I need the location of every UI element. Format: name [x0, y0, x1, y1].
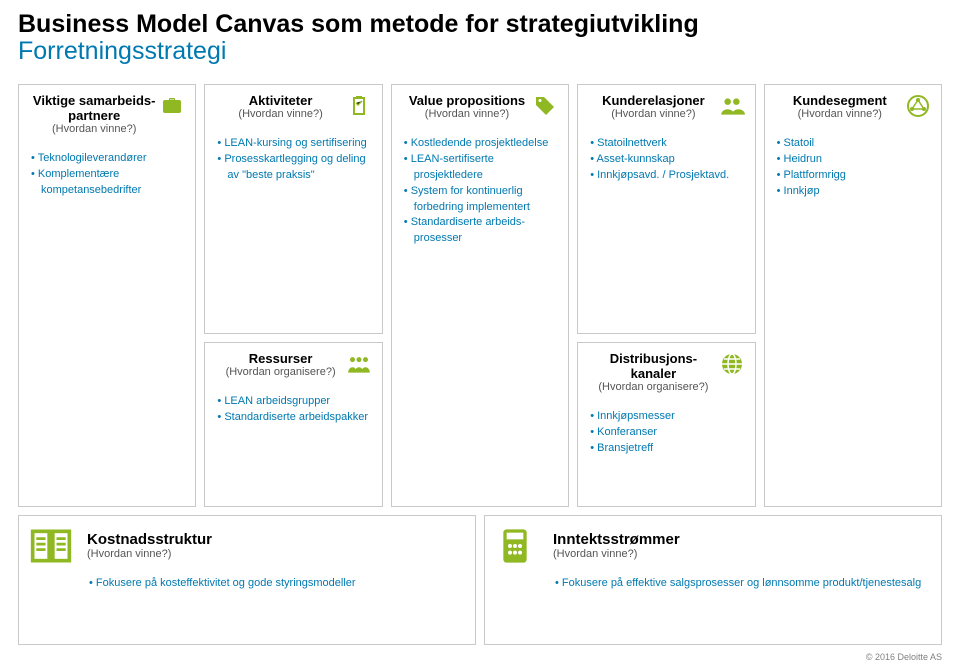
list-item: LEAN-kursing og sertifisering — [217, 136, 371, 152]
block-customer-segments: Kundesegment (Hvordan vinne?) Statoil He… — [764, 84, 942, 507]
block-bullets: Statoilnettverk Asset-kunnskap Innkjøpsa… — [588, 136, 744, 184]
block-subtitle: (Hvordan organisere?) — [588, 381, 718, 393]
list-item: Prosesskartlegging og deling av "beste p… — [217, 152, 371, 184]
calculator-icon — [495, 524, 539, 568]
block-title: Value propositions — [402, 93, 532, 108]
block-subtitle: (Hvordan vinne?) — [553, 548, 680, 560]
block-title: Ressurser — [215, 351, 345, 366]
list-item: LEAN arbeidsgrupper — [217, 394, 371, 410]
list-item: Fokusere på effektive salgsprosesser og … — [555, 576, 931, 592]
block-resources: Ressurser (Hvordan organisere?) LEAN arb… — [204, 342, 382, 507]
list-item: Fokusere på kosteffektivitet og gode sty… — [89, 576, 465, 592]
block-bullets: Innkjøpsmesser Konferanser Bransjetreff — [588, 409, 744, 457]
block-subtitle: (Hvordan vinne?) — [215, 108, 345, 120]
list-item: Kostledende prosjektledelse — [404, 136, 558, 152]
list-item: Plattformrigg — [777, 168, 931, 184]
block-bullets: Teknologileverandører Komplementære komp… — [29, 151, 185, 199]
business-model-canvas: Viktige samarbeids-partnere (Hvordan vin… — [18, 84, 942, 645]
block-title: Distribusjons-kanaler — [588, 351, 718, 381]
tag-icon — [532, 93, 558, 119]
block-subtitle: (Hvordan vinne?) — [775, 108, 905, 120]
block-bullets: LEAN-kursing og sertifisering Prosesskar… — [215, 136, 371, 184]
block-revenue-streams: Inntektsstrømmer (Hvordan vinne?) Fokuse… — [484, 515, 942, 645]
list-item: Innkjøpsmesser — [590, 409, 744, 425]
block-title: Inntektsstrømmer — [553, 531, 680, 548]
block-partners: Viktige samarbeids-partnere (Hvordan vin… — [18, 84, 196, 507]
block-title: Aktiviteter — [215, 93, 345, 108]
list-item: Komplementære kompetansebedrifter — [31, 167, 185, 199]
block-channels: Distribusjons-kanaler (Hvordan organiser… — [577, 342, 755, 507]
globe-icon — [719, 351, 745, 377]
block-value-proposition: Value propositions (Hvordan vinne?) Kost… — [391, 84, 569, 507]
list-item: Teknologileverandører — [31, 151, 185, 167]
block-subtitle: (Hvordan vinne?) — [87, 548, 212, 560]
list-item: Innkjøp — [777, 184, 931, 200]
block-subtitle: (Hvordan organisere?) — [215, 366, 345, 378]
list-item: LEAN-sertifiserte prosjektledere — [404, 152, 558, 184]
block-activities: Aktiviteter (Hvordan vinne?) LEAN-kursin… — [204, 84, 382, 334]
network-icon — [905, 93, 931, 119]
block-title: Kundesegment — [775, 93, 905, 108]
list-item: Statoil — [777, 136, 931, 152]
block-subtitle: (Hvordan vinne?) — [588, 108, 718, 120]
footer-copyright: © 2016 Deloitte AS — [866, 652, 942, 662]
block-bullets: Fokusere på effektive salgsprosesser og … — [553, 576, 931, 592]
block-bullets: Kostledende prosjektledelse LEAN-sertifi… — [402, 136, 558, 248]
list-item: Standardiserte arbeids-prosesser — [404, 215, 558, 247]
block-bullets: Fokusere på kosteffektivitet og gode sty… — [87, 576, 465, 592]
list-item: System for kontinuerlig forbedring imple… — [404, 184, 558, 216]
briefcase-icon — [159, 93, 185, 119]
block-bullets: LEAN arbeidsgrupper Standardiserte arbei… — [215, 394, 371, 426]
block-title: Kunderelasjoner — [588, 93, 718, 108]
page-subtitle: Forretningsstrategi — [18, 37, 942, 66]
list-item: Standardiserte arbeidspakker — [217, 410, 371, 426]
block-bullets: Statoil Heidrun Plattformrigg Innkjøp — [775, 136, 931, 200]
page-title: Business Model Canvas som metode for str… — [18, 10, 942, 39]
list-item: Bransjetreff — [590, 441, 744, 457]
block-subtitle: (Hvordan vinne?) — [29, 123, 159, 135]
page-heading: Business Model Canvas som metode for str… — [18, 10, 942, 66]
block-customer-relationships: Kunderelasjoner (Hvordan vinne?) Statoil… — [577, 84, 755, 334]
ledger-icon — [29, 524, 73, 568]
list-item: Heidrun — [777, 152, 931, 168]
list-item: Statoilnettverk — [590, 136, 744, 152]
block-subtitle: (Hvordan vinne?) — [402, 108, 532, 120]
list-item: Konferanser — [590, 425, 744, 441]
clipboard-icon — [346, 93, 372, 119]
list-item: Asset-kunnskap — [590, 152, 744, 168]
list-item: Innkjøpsavd. / Prosjektavd. — [590, 168, 744, 184]
people-icon — [719, 93, 745, 119]
block-title: Kostnadsstruktur — [87, 531, 212, 548]
team-icon — [346, 351, 372, 377]
block-title: Viktige samarbeids-partnere — [29, 93, 159, 123]
block-cost-structure: Kostnadsstruktur (Hvordan vinne?) Fokuse… — [18, 515, 476, 645]
